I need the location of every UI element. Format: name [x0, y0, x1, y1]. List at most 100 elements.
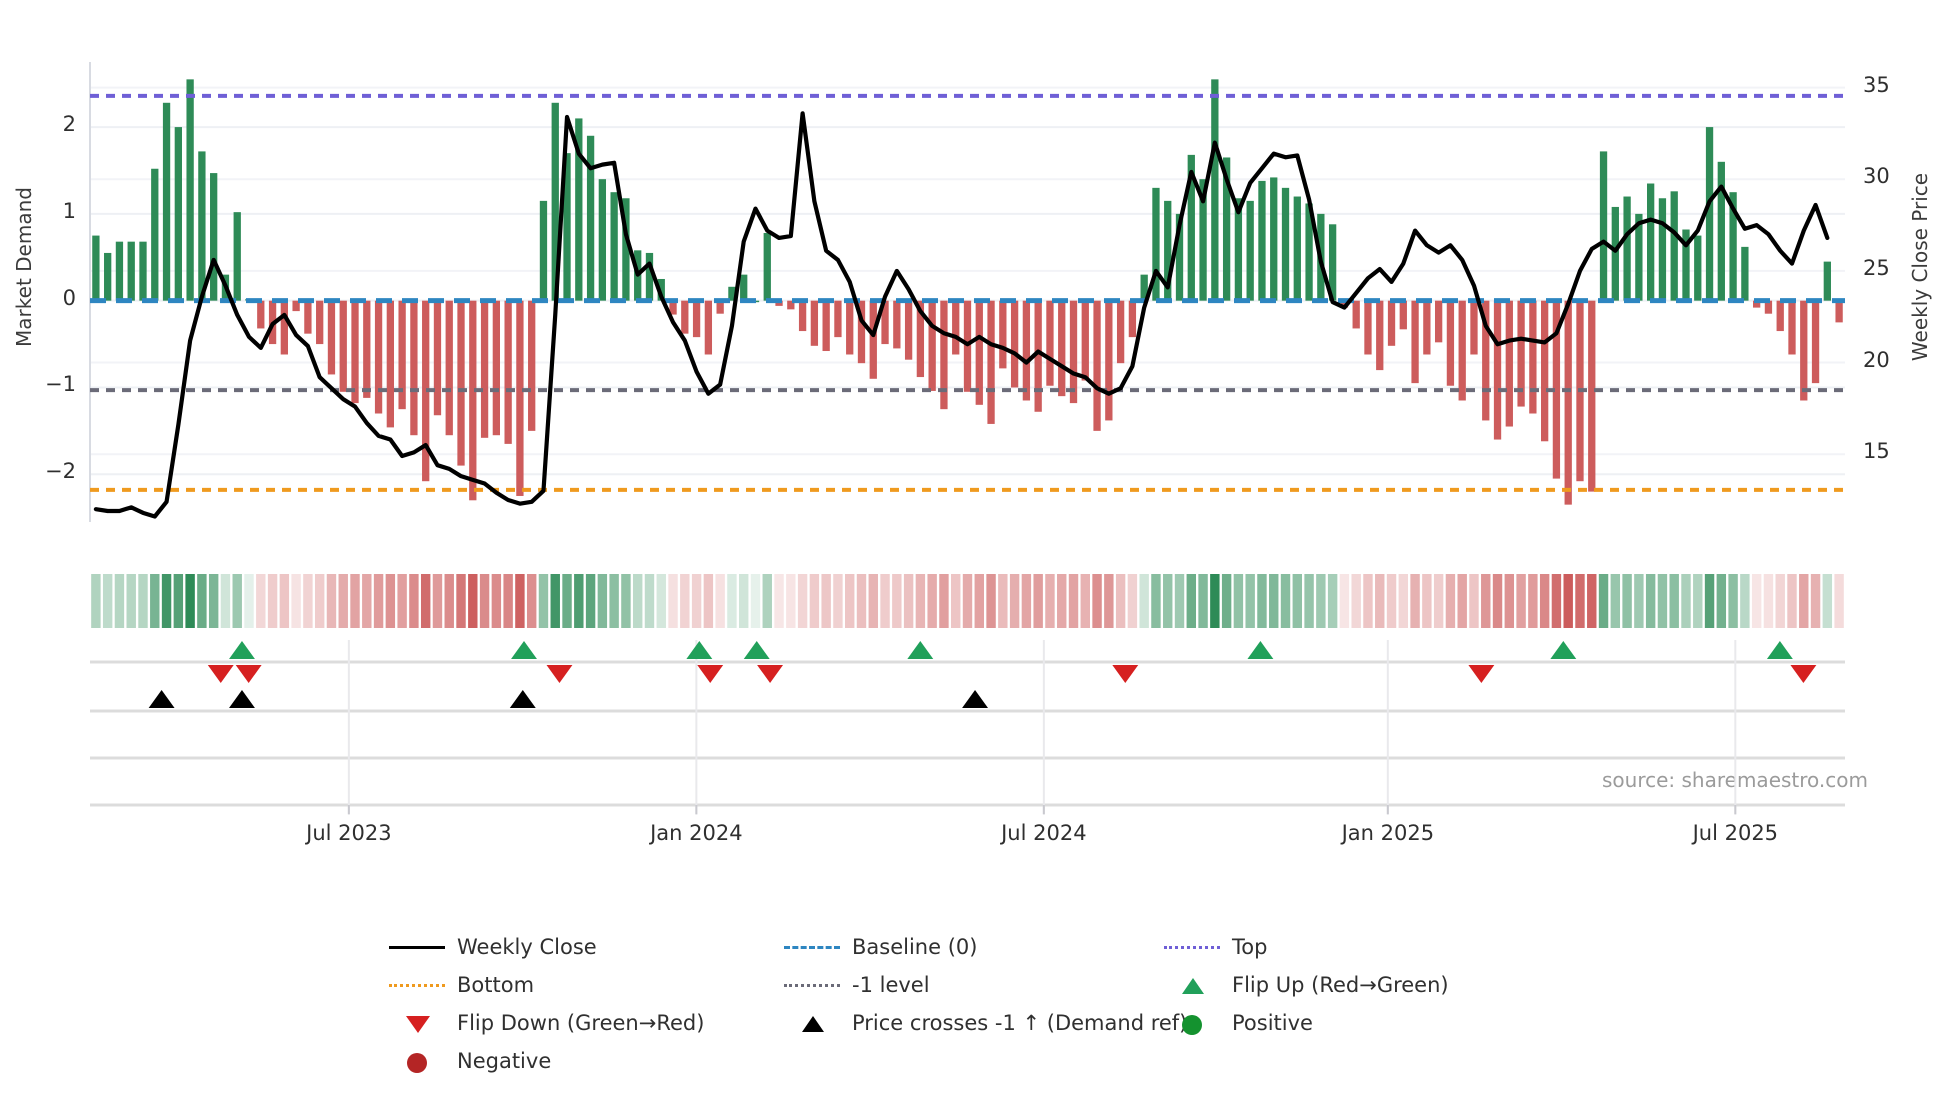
- heatmap-cell: [1563, 574, 1573, 628]
- legend-glyph-dotted-line-orange-icon: [385, 970, 449, 1000]
- heatmap-cell: [1704, 574, 1715, 628]
- legend-item[interactable]: Price crosses -1 ↑ (Demand ref): [780, 1004, 1187, 1042]
- heatmap-cell: [1257, 574, 1267, 628]
- legend-item[interactable]: -1 level: [780, 966, 1187, 1004]
- heatmap-cell: [503, 574, 513, 628]
- heatmap-cell: [409, 574, 419, 628]
- heatmap-cell: [974, 574, 984, 628]
- heatmap-cell: [786, 574, 796, 628]
- heatmap-cell: [1775, 574, 1785, 628]
- demand-bar: [999, 300, 1007, 369]
- heatmap-cell: [114, 574, 125, 628]
- x-axis-tick: Jan 2025: [1341, 821, 1435, 845]
- flip-up-marker: [1247, 641, 1274, 659]
- heatmap-cell: [868, 574, 878, 628]
- heatmap-cell: [1445, 574, 1456, 628]
- demand-bar: [1658, 198, 1667, 301]
- heatmap-cell: [1163, 574, 1173, 628]
- legend-label: Weekly Close: [457, 935, 597, 959]
- demand-bar: [398, 300, 406, 410]
- heatmap-cell: [1210, 574, 1220, 628]
- demand-bar: [186, 79, 194, 301]
- heatmap-cell: [656, 574, 666, 628]
- heatmap-cell: [1009, 574, 1020, 628]
- heatmap-cell: [1410, 574, 1420, 628]
- heatmap-cell: [1610, 574, 1621, 628]
- legend-label: Flip Up (Red→Green): [1232, 973, 1449, 997]
- demand-bar: [846, 300, 854, 355]
- legend-item[interactable]: Negative: [385, 1042, 704, 1080]
- heatmap-cell: [1504, 574, 1515, 628]
- legend-item[interactable]: Positive: [1160, 1004, 1449, 1042]
- legend-item[interactable]: Top: [1160, 928, 1449, 966]
- heatmap-cell: [833, 574, 843, 628]
- demand-bar: [363, 300, 371, 398]
- heatmap-cell: [1198, 574, 1208, 628]
- legend-item[interactable]: Flip Down (Green→Red): [385, 1004, 704, 1042]
- heatmap-cell: [845, 574, 855, 628]
- demand-bar: [975, 300, 983, 405]
- demand-bar: [1234, 198, 1243, 301]
- y-axis-right-tick: 20: [1863, 347, 1890, 372]
- y-axis-left-tick: 1: [62, 198, 76, 223]
- demand-bar: [480, 300, 489, 438]
- demand-bar: [928, 300, 936, 391]
- demand-bar: [1034, 300, 1042, 412]
- legend-item[interactable]: Baseline (0): [780, 928, 1187, 966]
- demand-bar: [1093, 300, 1101, 431]
- heatmap-cell: [1304, 574, 1314, 628]
- price-cross-up-marker: [229, 690, 255, 708]
- heatmap-cell: [680, 574, 690, 628]
- legend-column: Weekly Close Bottom Flip Down (Green→Red) N…: [385, 928, 704, 1080]
- heatmap-cell: [1740, 574, 1750, 628]
- heatmap-cell: [998, 574, 1008, 628]
- legend-item[interactable]: Flip Up (Red→Green): [1160, 966, 1449, 1004]
- price-cross-up-marker: [962, 690, 989, 708]
- demand-bar: [1623, 196, 1631, 301]
- demand-bar: [1647, 183, 1655, 301]
- demand-bar: [1717, 161, 1725, 301]
- legend-glyph-triangle-up-black-icon: [780, 1008, 844, 1038]
- heatmap-cell: [526, 574, 537, 628]
- heatmap-cell: [986, 574, 996, 628]
- heatmap-cell: [185, 574, 195, 628]
- legend-label: -1 level: [852, 973, 930, 997]
- demand-bar: [1434, 300, 1443, 343]
- heatmap-cell: [326, 574, 337, 628]
- triangle-up-green-icon: [1182, 978, 1204, 994]
- heatmap-cell: [126, 574, 136, 628]
- flip-up-marker: [686, 641, 713, 659]
- demand-bar: [987, 300, 995, 424]
- demand-bar: [1411, 300, 1419, 384]
- heatmap-cell: [468, 574, 478, 628]
- demand-bar: [1069, 300, 1078, 404]
- legend-item[interactable]: Weekly Close: [385, 928, 704, 966]
- demand-bar: [857, 300, 866, 364]
- demand-bar: [1293, 196, 1301, 301]
- legend-item[interactable]: Bottom: [385, 966, 704, 1004]
- demand-bar: [528, 300, 536, 431]
- demand-bar: [374, 300, 383, 414]
- demand-bar: [575, 118, 583, 301]
- heatmap-cell: [479, 574, 490, 628]
- demand-bar: [1199, 179, 1207, 301]
- demand-bar: [151, 168, 159, 301]
- demand-bar: [1611, 206, 1619, 301]
- demand-bar: [952, 300, 960, 355]
- demand-bar: [598, 179, 607, 301]
- heatmap-cell: [1810, 574, 1821, 628]
- demand-bar: [563, 153, 571, 301]
- clip-top: [0, 0, 1960, 62]
- heatmap-cell: [821, 574, 831, 628]
- heatmap-cell: [1598, 574, 1609, 628]
- triangle-down-red-icon: [406, 1016, 430, 1033]
- triangle-up-black-icon: [802, 1016, 824, 1032]
- demand-bar: [1222, 157, 1231, 301]
- heatmap-cell: [1728, 574, 1738, 628]
- demand-bar: [1164, 200, 1172, 301]
- demand-bar: [763, 232, 771, 301]
- legend-glyph-dotted-line-gray-icon: [780, 970, 844, 1000]
- demand-bar: [1352, 300, 1360, 329]
